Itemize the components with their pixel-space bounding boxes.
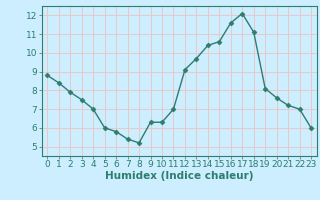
X-axis label: Humidex (Indice chaleur): Humidex (Indice chaleur) xyxy=(105,171,253,181)
